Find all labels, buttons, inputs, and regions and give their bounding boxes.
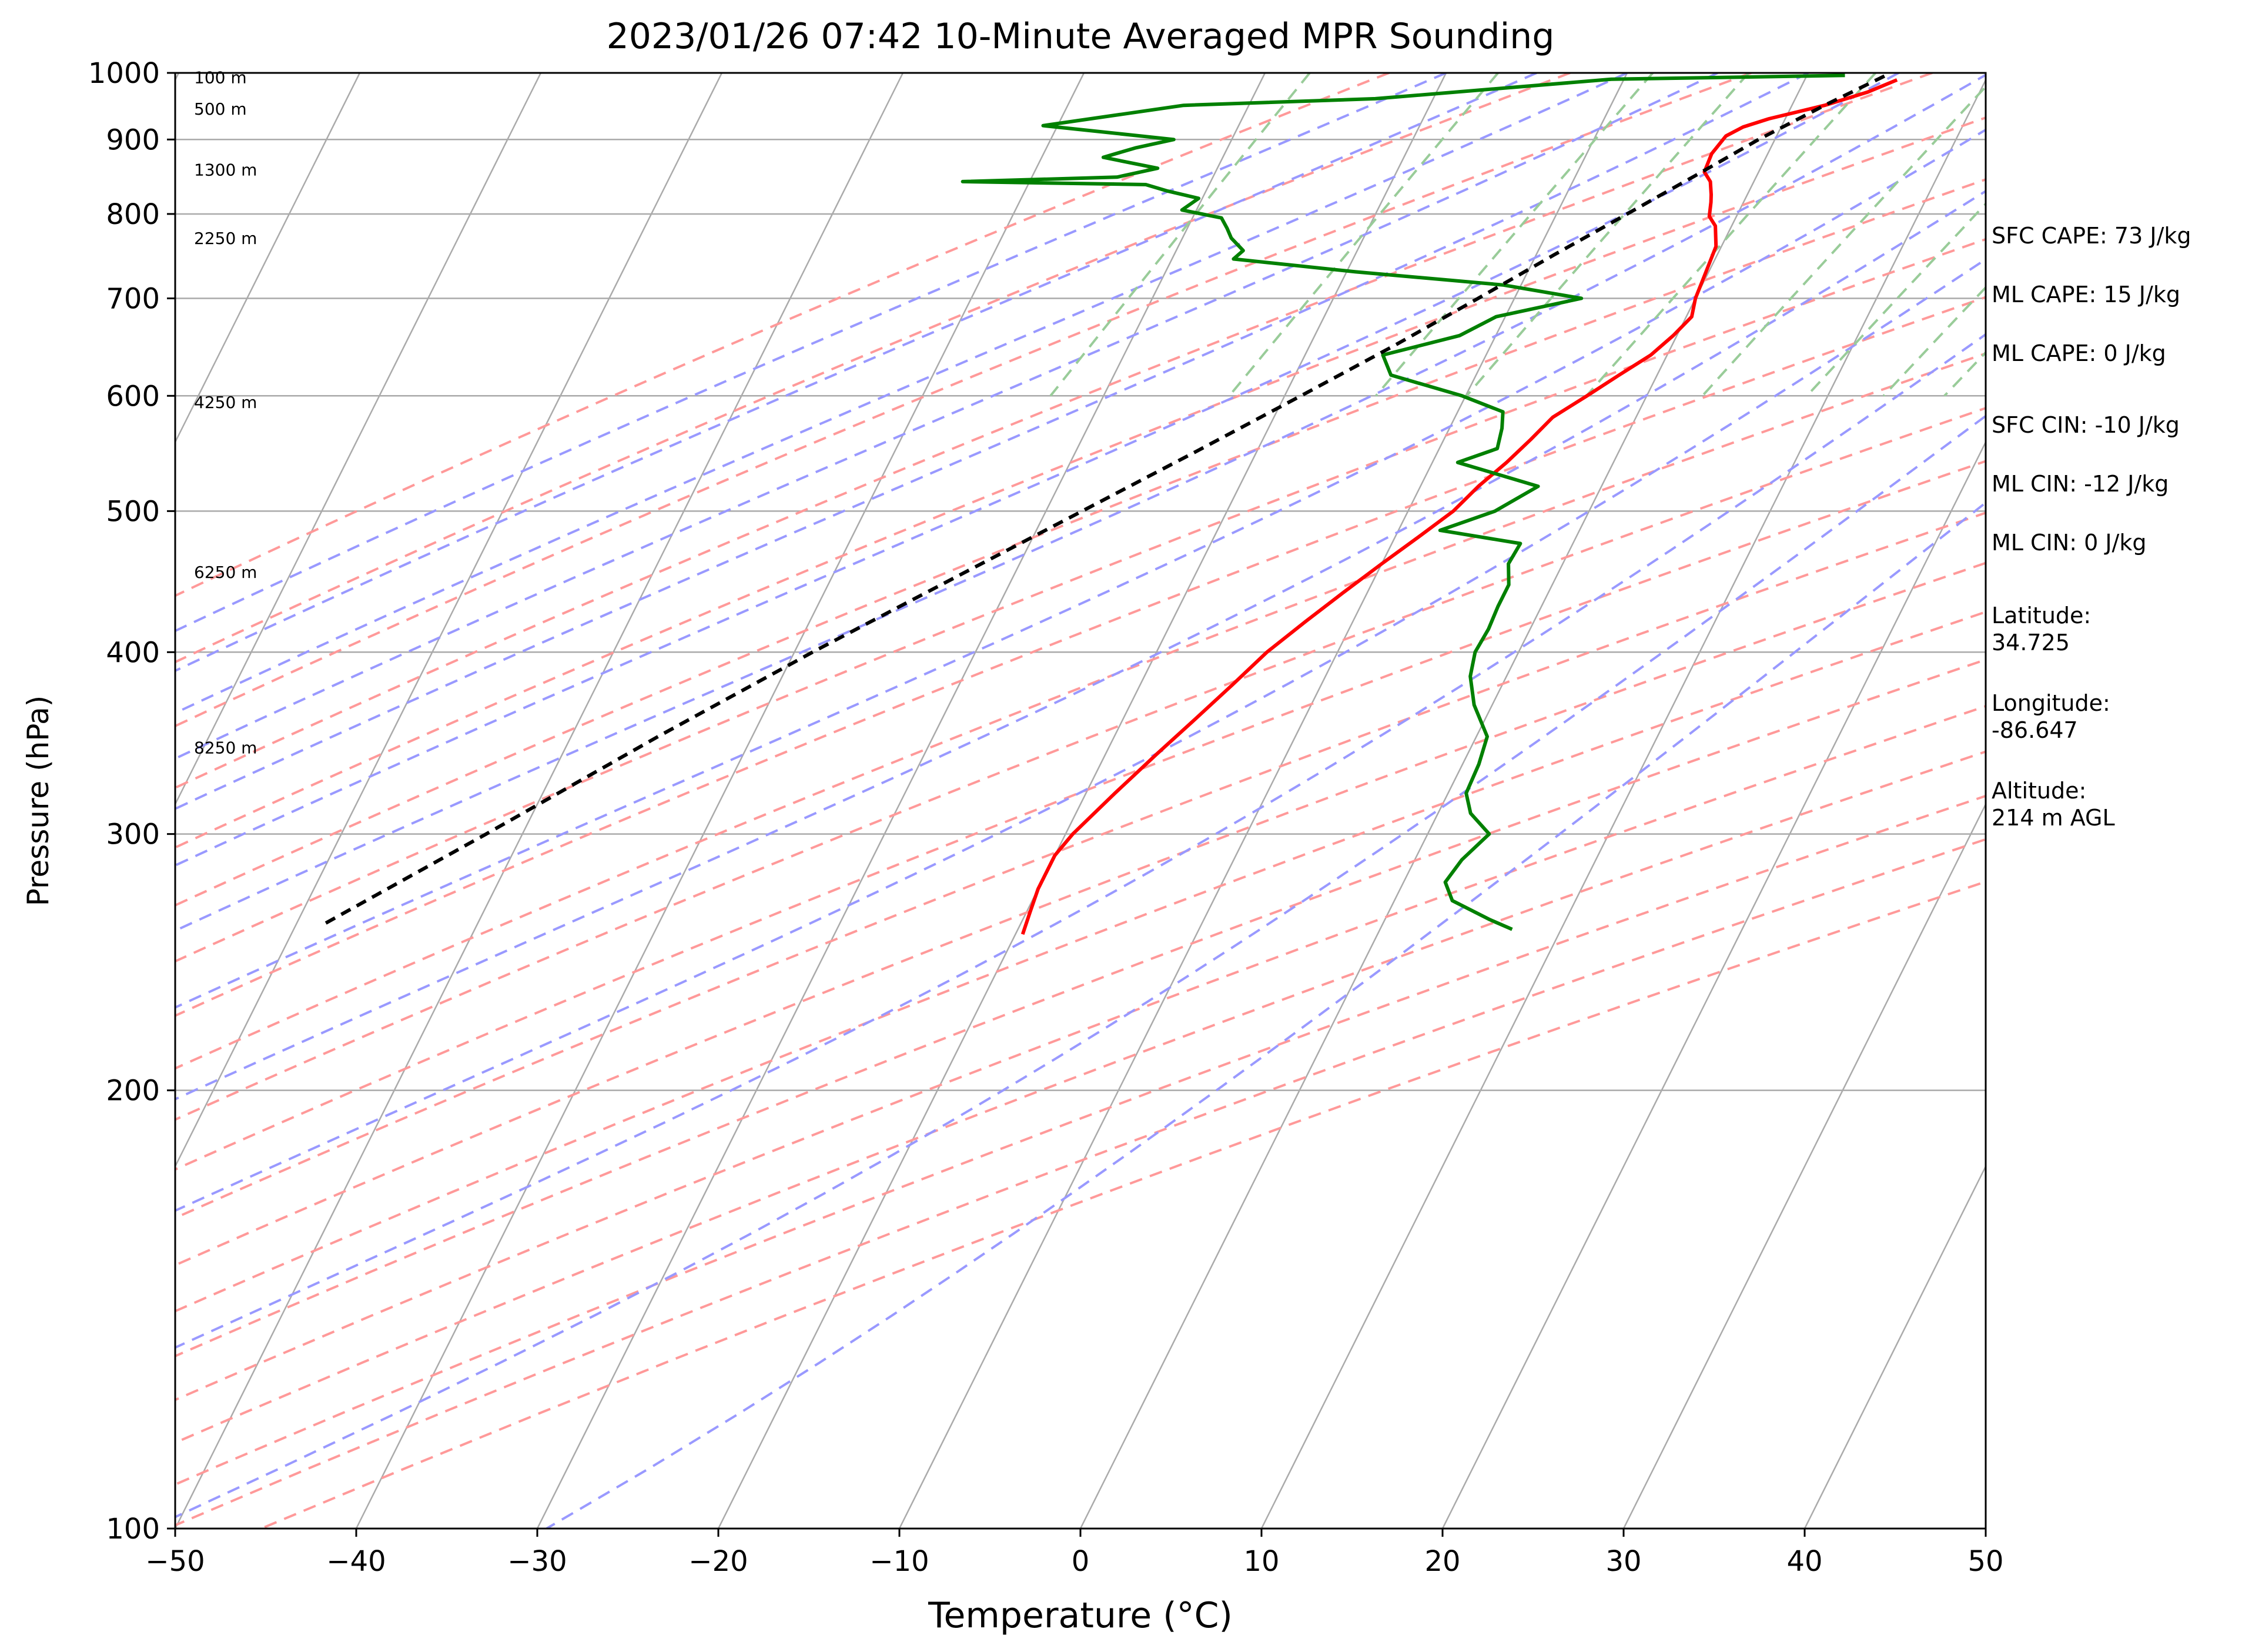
x-tick-label: −20 <box>688 1545 748 1578</box>
dry-adiabat-line <box>175 238 1986 963</box>
y-tick-label: 300 <box>106 818 160 851</box>
ml-cin-label-2: ML CIN: 0 J/kg <box>1992 530 2147 556</box>
dry-adiabat-line <box>175 705 1986 1402</box>
mixing-ratio-line <box>1701 85 1986 397</box>
dry-adiabat-line <box>175 73 1390 597</box>
chart-title: 2023/01/26 07:42 10-Minute Averaged MPR … <box>607 16 1555 57</box>
moist-adiabat-line <box>175 73 1537 673</box>
isotherm-line <box>175 73 904 1529</box>
isotherm-line <box>1441 440 1986 1529</box>
x-tick-label: 50 <box>1967 1545 2003 1578</box>
x-tick-label: 0 <box>1072 1545 1090 1578</box>
x-tick-label: −50 <box>145 1545 205 1578</box>
isotherm-line <box>175 73 361 444</box>
dry-adiabat-line <box>175 794 1986 1486</box>
mixing-ratio-line <box>1049 73 1311 397</box>
dry-adiabat-line <box>175 73 1571 664</box>
isotherm-line <box>175 73 542 806</box>
temperature-profile <box>1020 78 1898 935</box>
moist-adiabat-line <box>175 333 1986 1349</box>
isotherm-line <box>1260 78 1986 1529</box>
parcel-profile <box>322 74 1886 927</box>
isotherm-line <box>898 73 1628 1529</box>
y-tick-label: 200 <box>106 1075 160 1108</box>
y-tick-label: 600 <box>106 380 160 413</box>
height-label: 1300 m <box>194 160 257 180</box>
moist-adiabat-line <box>175 73 1986 932</box>
dry-adiabat-line <box>175 407 1986 1121</box>
x-tick-label: 30 <box>1605 1545 1641 1578</box>
y-tick-label: 400 <box>106 636 160 669</box>
moist-adiabat-line <box>175 73 1718 760</box>
dry-adiabat-line <box>175 750 1986 1444</box>
moist-adiabat-line <box>175 258 1986 1212</box>
moist-adiabat-line <box>175 73 1628 715</box>
dewpoint-profile <box>961 73 1845 931</box>
dry-adiabat-line <box>175 73 1752 728</box>
moist-adiabat-line <box>175 73 1447 633</box>
height-label: 6250 m <box>194 563 257 582</box>
isotherm-line <box>175 73 723 1168</box>
moist-adiabat-line <box>175 189 1986 1101</box>
isotherm-line <box>1079 73 1809 1529</box>
y-tick-label: 1000 <box>88 57 160 90</box>
x-axis-label: Temperature (°C) <box>928 1595 1233 1636</box>
moist-adiabat-line <box>175 73 1899 867</box>
mixing-ratio-line <box>1465 73 1750 397</box>
moist-adiabat-line <box>175 128 1986 1009</box>
height-label: 500 m <box>194 99 247 119</box>
dry-adiabat-line <box>175 658 1986 1357</box>
dry-adiabat-line <box>260 880 1986 1529</box>
y-tick-label: 700 <box>106 283 160 316</box>
dry-adiabat-line <box>175 460 1986 1171</box>
y-axis-label: Pressure (hPa) <box>21 695 55 907</box>
x-tick-label: 10 <box>1243 1545 1279 1578</box>
moist-adiabat-line <box>175 73 1809 810</box>
height-label: 100 m <box>194 68 247 88</box>
altitude-label: Altitude: 214 m AGL <box>1992 778 2115 831</box>
dry-adiabat-line <box>175 296 1986 1017</box>
moist-adiabat-line <box>175 414 1986 1519</box>
height-label: 8250 m <box>194 738 257 757</box>
longitude-label: Longitude: -86.647 <box>1992 690 2110 743</box>
x-tick-label: −30 <box>507 1545 567 1578</box>
isotherm-line <box>717 73 1447 1529</box>
mixing-ratio-line <box>1585 73 1877 397</box>
isotherm-line <box>536 73 1266 1529</box>
dry-adiabat-line <box>175 838 1986 1527</box>
sfc-cape-label: SFC CAPE: 73 J/kg <box>1992 223 2191 249</box>
dry-adiabat-line <box>175 561 1986 1267</box>
height-label: 2250 m <box>194 229 257 248</box>
height-label: 4250 m <box>194 393 257 412</box>
isotherm-line <box>1622 802 1986 1529</box>
dry-adiabat-line <box>175 610 1986 1313</box>
x-tick-label: −10 <box>869 1545 929 1578</box>
y-tick-label: 100 <box>106 1513 160 1546</box>
sfc-cin-label: SFC CIN: -10 J/kg <box>1992 412 2180 438</box>
ml-cin-label: ML CIN: -12 J/kg <box>1992 471 2169 497</box>
dry-adiabat-line <box>175 178 1986 907</box>
latitude-label: Latitude: 34.725 <box>1992 603 2092 656</box>
dry-adiabat-line <box>175 352 1986 1070</box>
x-tick-label: 40 <box>1786 1545 1822 1578</box>
x-tick-label: −40 <box>326 1545 386 1578</box>
y-tick-label: 500 <box>106 495 160 528</box>
moist-adiabat-line <box>546 501 1986 1529</box>
isotherm-line <box>1803 1165 1986 1529</box>
ml-cape-label: ML CAPE: 15 J/kg <box>1992 282 2180 307</box>
dry-adiabat-line <box>175 73 1933 790</box>
dry-adiabat-line <box>175 116 1986 849</box>
y-tick-label: 900 <box>106 123 160 156</box>
mixing-ratio-line <box>1806 202 1986 397</box>
dry-adiabat-line <box>175 511 1986 1219</box>
x-tick-label: 20 <box>1424 1545 1460 1578</box>
isotherm-line <box>355 73 1085 1529</box>
ml-cape-label-2: ML CAPE: 0 J/kg <box>1992 340 2166 366</box>
y-tick-label: 800 <box>106 198 160 231</box>
